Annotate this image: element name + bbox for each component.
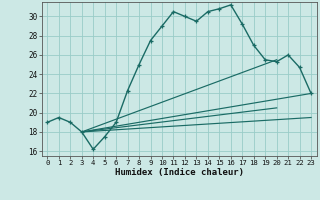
X-axis label: Humidex (Indice chaleur): Humidex (Indice chaleur) xyxy=(115,168,244,177)
